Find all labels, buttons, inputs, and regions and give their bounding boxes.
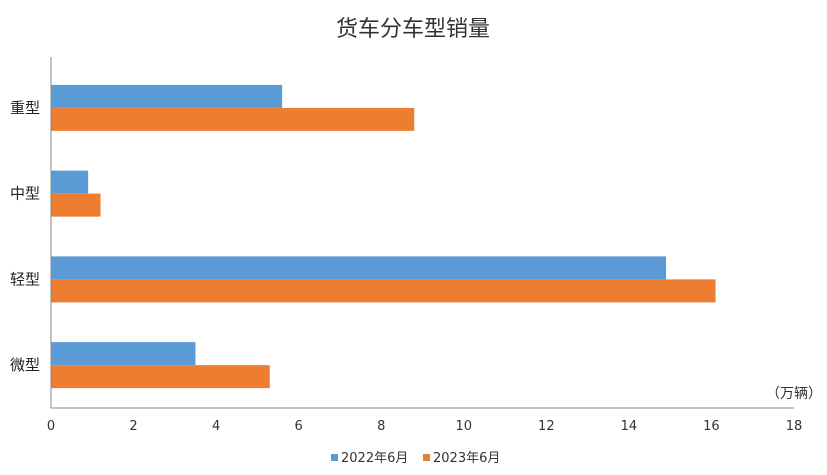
chart-title: 货车分车型销量 [336,17,490,42]
bar-轻型-2023年6月 [51,279,716,303]
x-tick-labels: 0 2 4 6 8 10 12 14 16 18 [47,419,802,434]
legend-label: 2023年6月 [433,451,500,466]
bars-group [51,84,716,389]
x-tick-label: 2 [129,419,137,434]
x-tick-label: 4 [212,419,220,434]
category-label: 轻型 [10,270,40,288]
bar-重型-2023年6月 [51,107,415,131]
bar-中型-2023年6月 [51,193,101,217]
x-tick-label: 14 [621,419,638,434]
legend-label: 2022年6月 [341,451,408,466]
x-tick-label: 8 [377,419,385,434]
bar-中型-2022年6月 [51,170,89,194]
x-tick-label: 10 [456,419,473,434]
x-tick-label: 12 [538,419,555,434]
bar-微型-2023年6月 [51,365,270,389]
category-label: 中型 [10,185,40,203]
bar-重型-2022年6月 [51,84,283,108]
x-tick-label: 6 [295,419,303,434]
legend: 2022年6月 2023年6月 [331,451,500,466]
x-tick-label: 0 [47,419,55,434]
legend-swatch [423,454,430,461]
axes-group [50,57,794,409]
unit-label: （万辆） [766,386,822,402]
x-tick-label: 18 [786,419,803,434]
x-tick-label: 16 [703,419,720,434]
category-label: 重型 [10,99,40,117]
category-label: 微型 [10,356,40,374]
bar-微型-2022年6月 [51,342,196,366]
bar-轻型-2022年6月 [51,256,667,280]
legend-swatch [331,454,338,461]
